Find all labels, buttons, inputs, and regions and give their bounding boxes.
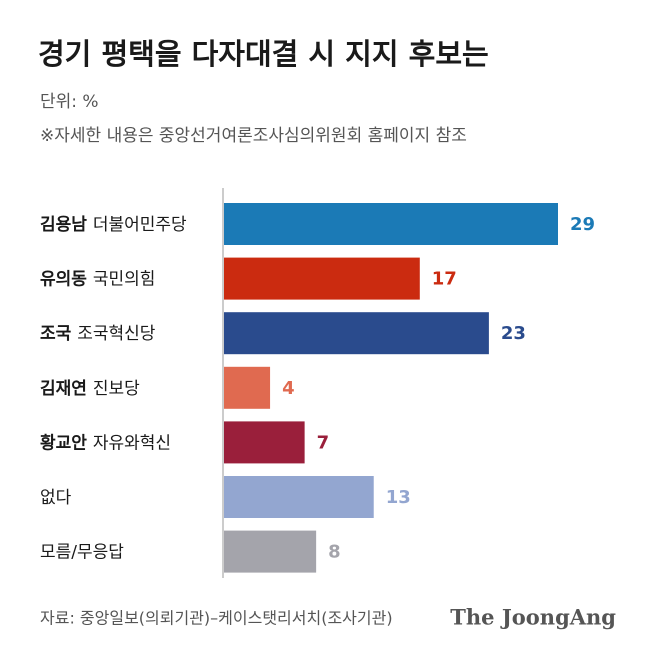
chart-title: 경기 평택을 다자대결 시 지지 후보는 [38,37,489,71]
party-name: 국민의힘 [93,270,156,290]
candidate-name: 김재연 [40,379,93,399]
value-label: 13 [386,487,411,508]
bar [224,312,489,355]
note: ※자세한 내용은 중앙선거여론조사심의위원회 홈페이지 참조 [40,126,467,146]
bar [224,257,420,300]
bar [224,530,317,573]
value-label: 7 [317,432,330,453]
category-label: 김용남 더불어민주당 [40,215,187,235]
candidate-name: 김용남 [40,215,93,235]
source: 자료: 중앙일보(의뢰기관)–케이스탯리서치(조사기관) [40,609,393,628]
party-name: 조국혁신당 [77,324,156,344]
bar [224,366,271,409]
category-label: 유의동 국민의힘 [40,270,155,290]
party-name: 더불어민주당 [93,215,187,235]
brand-logo: The JoongAng [450,605,616,630]
bar [224,203,558,245]
category-label: 조국 조국혁신당 [40,324,156,344]
value-label: 8 [328,542,341,563]
category-label: 모름/무응답 [40,543,124,563]
party-name: 진보당 [93,379,140,399]
bar [224,476,374,518]
value-label: 29 [570,214,595,235]
value-label: 23 [501,323,526,344]
category-label: 황교안 자유와혁신 [40,433,171,453]
value-label: 4 [282,378,295,399]
bar [224,421,305,464]
candidate-name: 조국 [40,324,77,344]
category-label: 없다 [40,488,72,508]
party-name: 자유와혁신 [93,433,171,453]
category-label: 김재연 진보당 [40,379,140,399]
candidate-name: 유의동 [40,270,93,290]
value-label: 17 [432,269,457,290]
candidate-name: 황교안 [40,433,93,453]
subtitle: 단위: % [40,92,99,112]
